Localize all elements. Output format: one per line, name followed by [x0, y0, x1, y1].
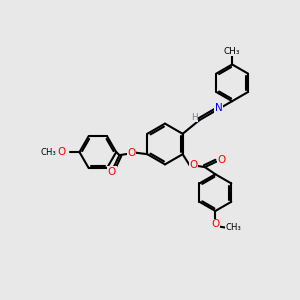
Text: O: O [108, 167, 116, 177]
Text: O: O [189, 160, 198, 170]
Text: O: O [57, 147, 66, 157]
Text: CH₃: CH₃ [226, 223, 241, 232]
Text: O: O [128, 148, 136, 158]
Text: O: O [218, 155, 226, 165]
Text: H: H [191, 113, 198, 122]
Text: CH₃: CH₃ [40, 148, 56, 157]
Text: CH₃: CH₃ [224, 47, 240, 56]
Text: O: O [211, 219, 220, 229]
Text: N: N [215, 103, 223, 113]
